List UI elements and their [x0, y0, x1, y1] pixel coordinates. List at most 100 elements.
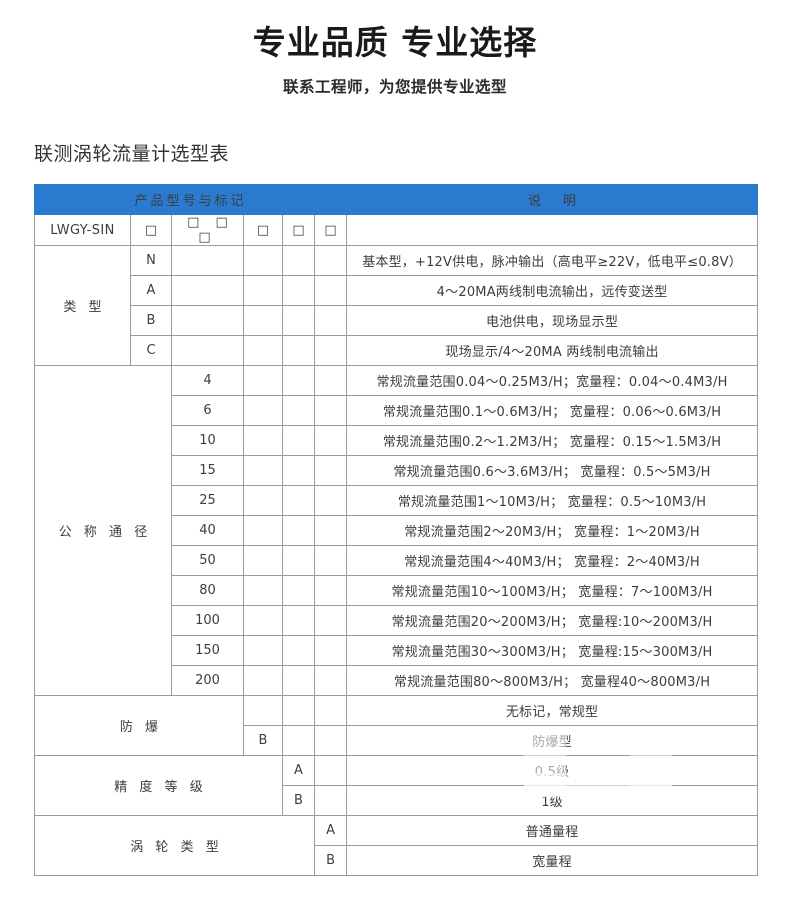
desc-cell: 常规流量范围2～20M3/H； 宽量程：1～20M3/H — [346, 515, 759, 546]
desc-cell: 常规流量范围80～800M3/H； 宽量程40～800M3/H — [346, 665, 759, 696]
spacer-cell — [313, 335, 348, 366]
spacer-cell — [243, 245, 283, 276]
desc-cell: 常规流量范围0.2～1.2M3/H； 宽量程：0.15～1.5M3/H — [346, 425, 759, 456]
table-row: 6 常规流量范围0.1～0.6M3/H； 宽量程：0.06～0.6M3/H — [35, 395, 759, 426]
group-label-type: 类 型 — [34, 245, 131, 366]
spacer-cell — [282, 275, 315, 306]
code-cell: 200 — [171, 665, 244, 696]
table-row: B 电池供电，现场显示型 — [35, 305, 759, 336]
desc-cell: 1级 — [346, 785, 759, 816]
group-label-explosion-proof: 防 爆 — [34, 695, 244, 756]
table-row: 15 常规流量范围0.6～3.6M3/H； 宽量程：0.5～5M3/H — [35, 455, 759, 486]
spacer-cell — [243, 425, 283, 456]
code-cell: 80 — [171, 575, 244, 606]
desc-cell: 常规流量范围0.1～0.6M3/H； 宽量程：0.06～0.6M3/H — [346, 395, 759, 426]
spacer-cell — [282, 515, 315, 546]
spacer-cell — [243, 515, 283, 546]
spec-table-wrap: 产品型号与标记 说明 LWGY-SIN □ □ □ □ □ □ □ 类 型 N — [33, 184, 759, 876]
desc-cell: 常规流量范围0.6～3.6M3/H； 宽量程：0.5～5M3/H — [346, 455, 759, 486]
desc-cell: 防爆型 — [346, 725, 759, 756]
desc-cell: 常规流量范围0.04～0.25M3/H；宽量程：0.04～0.4M3/H — [346, 365, 759, 396]
spacer-cell — [313, 425, 348, 456]
header-desc-left: 说 — [528, 194, 542, 209]
code-cell: 6 — [171, 395, 244, 426]
table-row: 涡 轮 类 型 A 普通量程 — [34, 815, 759, 876]
spacer-cell — [313, 485, 348, 516]
header-model: 产品型号与标记 — [33, 184, 348, 215]
desc-cell: 0.5级 — [346, 755, 759, 786]
code-cell: 40 — [171, 515, 244, 546]
spacer-cell — [313, 785, 348, 816]
model-row: LWGY-SIN □ □ □ □ □ □ □ — [34, 214, 759, 246]
spacer-cell — [243, 605, 283, 636]
spacer-cell — [313, 755, 348, 786]
table-row: 40 常规流量范围2～20M3/H； 宽量程：1～20M3/H — [35, 515, 759, 546]
table-row: 10 常规流量范围0.2～1.2M3/H； 宽量程：0.15～1.5M3/H — [35, 425, 759, 456]
header-description: 说明 — [346, 184, 759, 215]
desc-cell: 常规流量范围4～40M3/H； 宽量程：2～40M3/H — [346, 545, 759, 576]
spacer-cell — [282, 665, 315, 696]
desc-cell: 常规流量范围10～100M3/H； 宽量程：7～100M3/H — [346, 575, 759, 606]
spacer-cell — [282, 725, 315, 756]
banner-title: 专业品质 专业选择 — [252, 23, 538, 62]
code-cell — [243, 695, 283, 726]
table-row: 100 常规流量范围20～200M3/H； 宽量程:10～200M3/H — [35, 605, 759, 636]
banner-subtitle: 联系工程师，为您提供专业选型 — [282, 78, 507, 97]
code-cell: 25 — [171, 485, 244, 516]
model-box-4: □ — [282, 214, 315, 246]
spacer-cell — [243, 485, 283, 516]
model-box-5: □ — [313, 214, 348, 246]
code-cell: C — [130, 335, 172, 366]
table-header-row: 产品型号与标记 说明 — [33, 184, 759, 215]
spacer-cell — [243, 305, 283, 336]
table-row: B 宽量程 — [35, 845, 759, 876]
model-code-cell: LWGY-SIN — [34, 214, 131, 246]
spacer-cell — [243, 395, 283, 426]
spacer-cell — [282, 305, 315, 336]
code-cell: B — [282, 785, 315, 816]
code-cell: 15 — [171, 455, 244, 486]
spec-table: 产品型号与标记 说明 LWGY-SIN □ □ □ □ □ □ □ 类 型 N — [33, 184, 759, 876]
desc-cell: 电池供电，现场显示型 — [346, 305, 759, 336]
group-label-nominal-diameter: 公 称 通 径 — [34, 365, 172, 696]
desc-cell: 普通量程 — [346, 815, 759, 846]
code-cell: B — [243, 725, 283, 756]
table-row: 精 度 等 级 A 0.5级 — [34, 755, 759, 816]
spacer-cell — [282, 455, 315, 486]
code-cell: A — [313, 815, 348, 846]
banner: 专业品质 专业选择 联系工程师，为您提供专业选型 — [0, 0, 790, 97]
group-label-turbine-type: 涡 轮 类 型 — [34, 815, 315, 876]
spacer-cell — [243, 335, 283, 366]
desc-cell: 常规流量范围1～10M3/H； 宽量程：0.5～10M3/H — [346, 485, 759, 516]
model-box-3: □ — [243, 214, 283, 246]
spacer-cell — [313, 515, 348, 546]
spacer-cell — [243, 545, 283, 576]
spacer-cell — [313, 545, 348, 576]
code-cell: A — [130, 275, 172, 306]
spacer-cell — [171, 305, 244, 336]
spacer-cell — [171, 335, 244, 366]
section-title: 联测涡轮流量计选型表 — [34, 143, 230, 165]
model-box-2: □ □ □ — [171, 214, 244, 246]
spacer-cell — [171, 275, 244, 306]
spacer-cell — [282, 545, 315, 576]
spacer-cell — [313, 575, 348, 606]
desc-cell: 基本型，+12V供电，脉冲输出（高电平≥22V，低电平≤0.8V） — [346, 245, 759, 276]
spacer-cell — [313, 725, 348, 756]
desc-cell: 常规流量范围20～200M3/H； 宽量程:10～200M3/H — [346, 605, 759, 636]
spacer-cell — [282, 635, 315, 666]
group-label-accuracy-class: 精 度 等 级 — [34, 755, 283, 816]
spacer-cell — [313, 305, 348, 336]
code-cell: 150 — [171, 635, 244, 666]
header-desc-right: 明 — [563, 194, 577, 209]
table-row: A 4～20MA两线制电流输出，远传变送型 — [35, 275, 759, 306]
spacer-cell — [313, 245, 348, 276]
spacer-cell — [243, 365, 283, 396]
code-cell: N — [130, 245, 172, 276]
spacer-cell — [282, 695, 315, 726]
table-row: C 现场显示/4～20MA 两线制电流输出 — [35, 335, 759, 366]
spacer-cell — [313, 695, 348, 726]
spacer-cell — [243, 635, 283, 666]
spacer-cell — [171, 245, 244, 276]
spacer-cell — [313, 275, 348, 306]
